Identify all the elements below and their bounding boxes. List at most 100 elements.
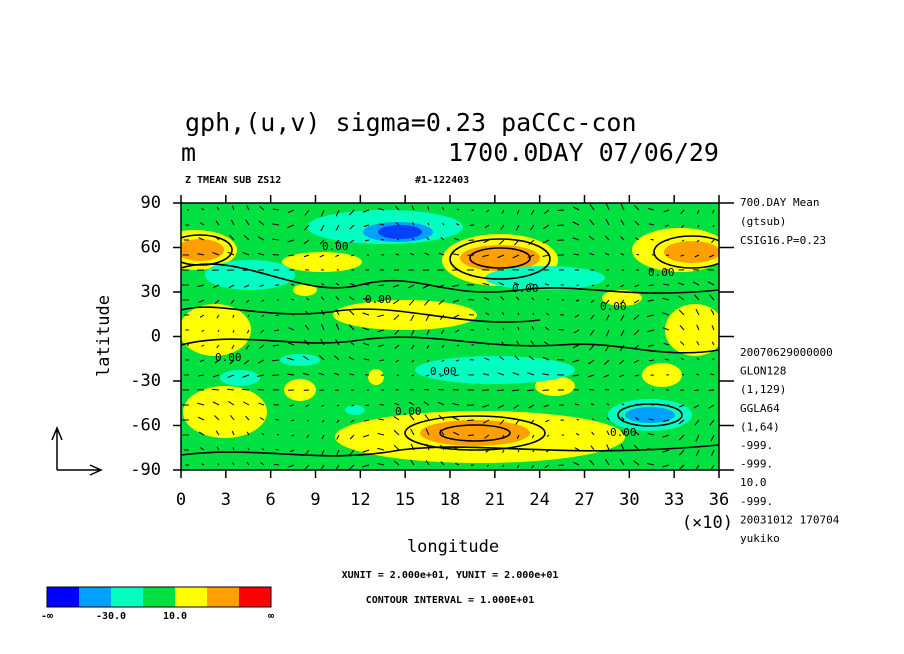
wind-vector: [304, 464, 310, 470]
x-tick-label: 24: [529, 490, 549, 510]
wind-vector: [513, 404, 520, 409]
wind-vector: [527, 254, 535, 259]
wind-vector: [633, 329, 640, 336]
wind-vector: [214, 359, 220, 364]
wind-vector: [275, 314, 280, 317]
wind-vector: [514, 239, 520, 246]
wind-vector: [708, 404, 715, 409]
wind-vector: [394, 402, 400, 406]
wind-vector: [198, 237, 205, 241]
side-note: (gtsub): [740, 215, 786, 228]
wind-vector: [635, 237, 640, 241]
unit-note: XUNIT = 2.000e+01, YUNIT = 2.000e+01: [342, 570, 559, 581]
wind-vector: [335, 295, 340, 301]
wind-vector: [662, 449, 670, 453]
wind-vector: [694, 294, 700, 301]
wind-vector: [349, 309, 355, 316]
wind-vector: [633, 299, 640, 304]
wind-vector: [696, 239, 700, 243]
wind-vector: [527, 372, 535, 376]
wind-vector: [542, 373, 550, 376]
header: Z TMEAN SUB ZS12: [185, 175, 281, 186]
wind-vector: [620, 236, 625, 241]
wind-vector: [530, 209, 535, 215]
wind-vector: [335, 282, 340, 286]
wind-vector: [377, 299, 385, 302]
wind-vector: [663, 283, 670, 286]
wind-vector: [634, 220, 640, 226]
wind-vector: [378, 207, 385, 211]
wind-vector: [321, 449, 325, 456]
wind-vector: [542, 356, 550, 361]
wind-vector: [484, 434, 490, 439]
wind-vector: [589, 459, 595, 466]
wind-vector: [620, 284, 625, 288]
wind-vector: [257, 252, 265, 256]
wind-vector: [259, 344, 265, 349]
wind-vector: [456, 344, 460, 347]
wind-vector: [427, 206, 430, 211]
wind-vector: [246, 299, 250, 304]
wind-vector: [575, 299, 580, 302]
wind-vector: [232, 462, 235, 466]
header: #1-122403: [415, 175, 469, 186]
wind-vector: [362, 434, 370, 438]
wind-vector: [647, 329, 655, 333]
x-tick-label: 30: [619, 490, 639, 510]
wind-vector: [426, 359, 430, 362]
wind-vector: [647, 207, 655, 211]
wind-vector: [530, 340, 535, 346]
wind-vector: [543, 341, 550, 346]
wind-vector: [647, 463, 655, 466]
side-info: GGLA64: [740, 402, 780, 415]
wind-vector: [348, 464, 355, 470]
wind-vector: [333, 372, 340, 376]
wind-vector: [620, 443, 625, 451]
wind-vector: [695, 434, 700, 442]
wind-vector: [423, 401, 430, 406]
wind-vector: [408, 299, 415, 306]
wind-vector: [226, 388, 235, 391]
wind-vector: [606, 403, 610, 406]
wind-vector: [662, 434, 670, 438]
wind-vector: [201, 329, 205, 332]
wind-vector: [259, 417, 265, 421]
wind-vector: [377, 447, 385, 451]
wind-vector: [589, 252, 595, 256]
wind-vector: [318, 372, 325, 376]
wind-vector: [483, 239, 490, 244]
wind-vector: [483, 296, 490, 301]
wind-vector: [500, 224, 505, 230]
wind-vector: [441, 359, 445, 362]
wind-vector: [452, 402, 460, 406]
x-tick-label: 15: [395, 490, 415, 510]
wind-vector: [544, 326, 550, 331]
wind-vector: [272, 359, 280, 362]
wind-vector: [588, 235, 595, 241]
wind-vector: [530, 419, 535, 424]
y-tick-label: -30: [130, 371, 161, 391]
wind-vector: [228, 284, 235, 289]
wind-vector: [440, 329, 445, 335]
wind-vector: [543, 209, 550, 215]
wind-vector: [528, 239, 535, 246]
wind-vector: [304, 324, 310, 331]
wind-vector: [531, 297, 535, 301]
wind-vector: [545, 419, 550, 423]
wind-vector: [261, 314, 265, 318]
contour-label: 0.00: [600, 300, 627, 313]
y-tick-label: 60: [141, 238, 161, 258]
wind-vector: [392, 299, 400, 305]
wind-vector: [394, 205, 400, 211]
wind-vector: [589, 344, 595, 351]
wind-vector: [647, 299, 655, 302]
wind-vector: [680, 209, 685, 215]
wind-vector: [245, 219, 250, 226]
wind-vector: [272, 208, 280, 211]
wind-vector: [230, 415, 235, 421]
side-note: 700.DAY Mean: [740, 196, 819, 209]
wind-vector: [365, 239, 370, 242]
wind-vector: [272, 238, 280, 241]
side-info: -999.: [740, 495, 773, 508]
wind-vector: [363, 419, 370, 422]
